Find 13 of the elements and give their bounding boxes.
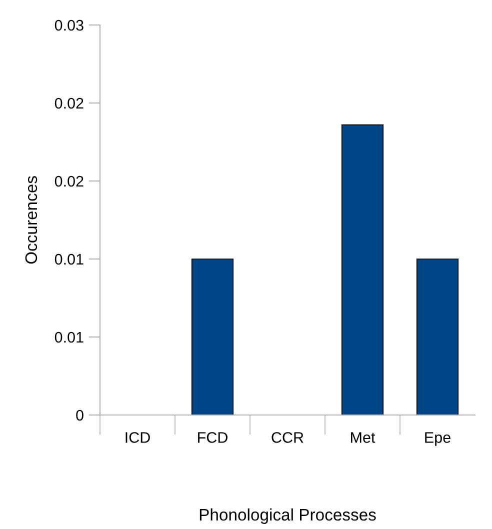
y-tick-label: 0.01 [54, 254, 84, 265]
y-tick-label: 0.01 [54, 332, 84, 343]
x-tick-label: Epe [425, 432, 450, 446]
y-tick-label: 0.03 [54, 20, 84, 31]
x-axis-title: Phonological Processes [200, 508, 376, 524]
y-tick-label: 0.02 [54, 176, 84, 187]
x-tick-label: Met [351, 432, 376, 443]
y-tick-label: 0.02 [54, 98, 84, 109]
x-tick-label: ICD [126, 432, 150, 443]
y-tick-label: 0 [76, 410, 84, 421]
x-tick-label: CCR [272, 432, 304, 443]
x-tick-label: FCD [198, 432, 228, 443]
y-axis-title: Occurences [25, 176, 38, 264]
